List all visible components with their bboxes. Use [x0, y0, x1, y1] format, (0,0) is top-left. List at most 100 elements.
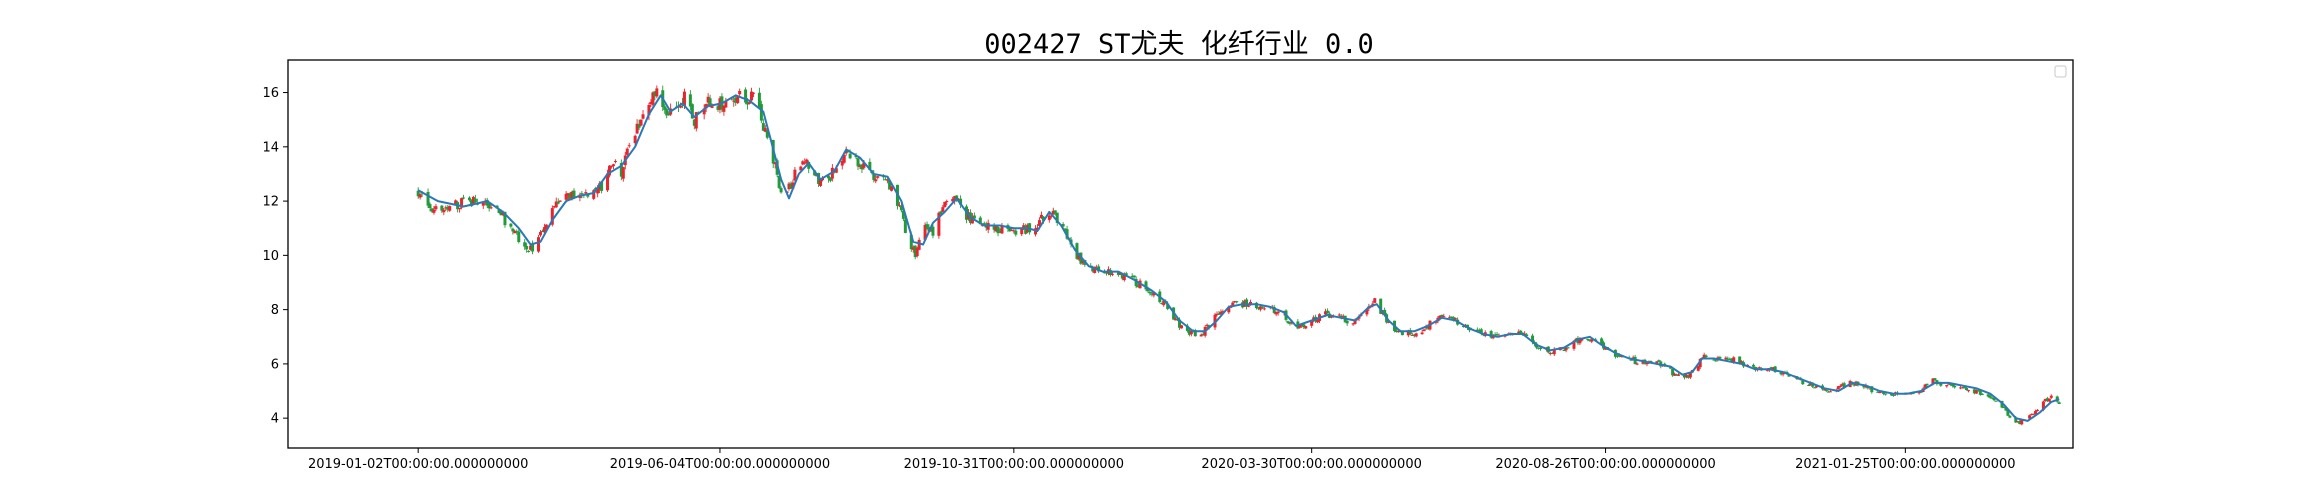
candle-body — [2034, 411, 2038, 415]
candle-body — [434, 206, 438, 210]
candle-body — [789, 183, 793, 189]
candle-body — [1684, 374, 1688, 378]
candle-body — [448, 205, 452, 211]
candle-body — [1341, 315, 1345, 317]
candle-body — [1815, 385, 1819, 388]
candle-body — [1008, 227, 1012, 232]
candle-body — [653, 91, 657, 96]
candle-body — [1990, 397, 1994, 399]
candle-body — [828, 177, 832, 181]
candle-body — [1769, 367, 1773, 369]
candle-body — [1615, 355, 1619, 357]
candle-body — [1655, 361, 1659, 364]
candle-body — [1890, 393, 1894, 396]
candle-body — [1422, 329, 1426, 332]
candle-body — [1726, 358, 1730, 360]
candle-body — [1519, 330, 1523, 334]
candle-body — [819, 179, 823, 186]
candle-body — [1020, 228, 1024, 235]
candle-body — [1077, 253, 1081, 260]
candle-body — [765, 130, 769, 138]
candle-body — [909, 234, 913, 250]
candle-body — [1842, 383, 1846, 388]
candle-body — [1148, 292, 1152, 294]
candle-body — [1288, 322, 1292, 324]
candle-body — [744, 89, 748, 103]
candles-layer — [416, 85, 2061, 426]
candle-body — [915, 248, 919, 257]
candle-body — [872, 173, 876, 180]
candle-body — [1738, 356, 1742, 364]
candle-body — [609, 165, 613, 167]
candle-body — [1730, 358, 1734, 362]
candle-body — [848, 153, 852, 159]
candle-body — [2045, 398, 2049, 402]
candle-body — [2006, 409, 2010, 416]
candle-body — [509, 223, 513, 227]
candle-body — [558, 200, 562, 202]
candle-body — [1037, 220, 1041, 226]
x-tick-label: 2021-01-25T00:00:00.000000000 — [1795, 457, 2015, 472]
candle-body — [1523, 333, 1527, 335]
candle-body — [625, 148, 629, 155]
candle-body — [649, 102, 653, 104]
candle-body — [1051, 210, 1055, 215]
candle-body — [1949, 384, 1953, 386]
candle-body — [1205, 324, 1209, 326]
candle-body — [460, 198, 464, 208]
candle-body — [787, 183, 791, 190]
candle-body — [679, 105, 683, 108]
candle-body — [1884, 393, 1888, 395]
candle-body — [1152, 292, 1156, 296]
candle-body — [1124, 273, 1128, 276]
candle-body — [1663, 363, 1667, 366]
candle-body — [1254, 302, 1258, 309]
candle-body — [1538, 347, 1542, 349]
candle-body — [584, 192, 588, 194]
candle-body — [761, 123, 765, 131]
candle-body — [1963, 386, 1967, 388]
candle-body — [913, 245, 917, 258]
candle-body — [1012, 230, 1016, 232]
candle-body — [651, 92, 655, 105]
candle-body — [801, 161, 805, 165]
candle-body — [1572, 340, 1576, 349]
candle-body — [2030, 414, 2034, 416]
candle-body — [1221, 311, 1225, 313]
candle-body — [655, 88, 659, 97]
candle-body — [1400, 331, 1404, 336]
candle-body — [1162, 300, 1166, 306]
candle-body — [1566, 347, 1570, 349]
candle-body — [903, 219, 907, 233]
candle-body — [959, 198, 963, 205]
candle-body — [759, 104, 763, 121]
candle-body — [844, 150, 848, 154]
candle-body — [2004, 407, 2008, 411]
candle-body — [607, 165, 611, 176]
candle-body — [667, 113, 671, 116]
candle-body — [442, 209, 446, 213]
candle-body — [454, 200, 458, 205]
candle-body — [1130, 275, 1134, 278]
candle-body — [1978, 390, 1982, 395]
candle-body — [1923, 384, 1927, 388]
candle-body — [868, 161, 872, 170]
candle-body — [1862, 385, 1866, 388]
candle-body — [1980, 393, 1984, 395]
candle-body — [1986, 394, 1990, 397]
candle-body — [1047, 215, 1051, 220]
candle-body — [1304, 326, 1308, 329]
candle-body — [1475, 329, 1479, 332]
candle-body — [2049, 395, 2053, 398]
candle-body — [994, 225, 998, 232]
candle-body — [1245, 299, 1249, 307]
candle-body — [1438, 315, 1442, 320]
candle-body — [564, 193, 568, 200]
candle-body — [750, 91, 754, 101]
candle-body — [748, 102, 752, 104]
candle-body — [1095, 267, 1099, 269]
candle-body — [2016, 421, 2020, 423]
candle-body — [1590, 339, 1594, 342]
candle-body — [858, 165, 862, 167]
